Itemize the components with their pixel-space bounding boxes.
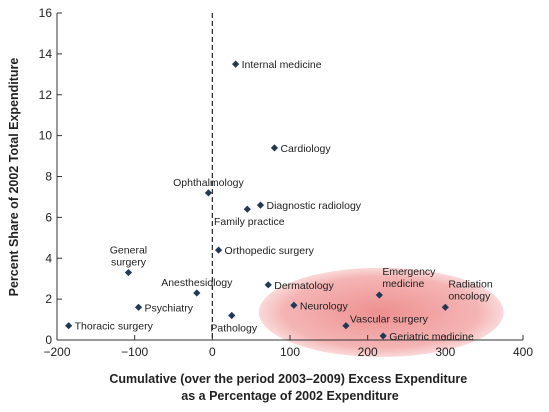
point-label: Thoracic surgery — [75, 321, 154, 333]
point-label-line: Psychiatry — [145, 302, 194, 314]
point-label-line: Internal medicine — [242, 59, 322, 71]
point-label: Emergency medicine — [382, 266, 436, 290]
point-label: General surgery — [110, 245, 147, 269]
y-axis-title: Percent Share of 2002 Total Expenditure — [7, 58, 21, 297]
point-label: Family practice — [214, 216, 285, 228]
point-label-line: Vascular surgery — [350, 314, 429, 326]
x-tick-label: 100 — [280, 345, 300, 359]
point-label: Ophthalmology — [173, 177, 244, 189]
point-label-line: Geriatric medicine — [389, 331, 474, 343]
y-tick-label: 6 — [45, 210, 52, 224]
point-label: Vascular surgery — [350, 314, 429, 326]
data-point — [232, 60, 240, 68]
point-label-line: Ophthalmology — [173, 177, 244, 189]
data-point — [65, 322, 73, 330]
point-label: Dermatology — [274, 280, 334, 292]
data-point — [124, 268, 133, 277]
point-label: Pathology — [210, 322, 257, 334]
point-label: Psychiatry — [145, 302, 194, 314]
data-point — [441, 303, 449, 311]
x-axis-title-line-2: as a Percentage of 2002 Expenditure — [181, 389, 399, 403]
x-tick-label: 200 — [358, 345, 378, 359]
y-tick-label: 4 — [45, 251, 52, 265]
point-label: Neurology — [300, 300, 349, 312]
y-tick-label: 10 — [39, 129, 53, 143]
data-point — [256, 201, 265, 209]
data-point — [342, 322, 350, 330]
data-point — [228, 311, 236, 320]
x-tick-label: −200 — [43, 345, 70, 359]
data-point — [214, 246, 223, 254]
x-axis-title: Cumulative (over the period 2003–2009) E… — [109, 372, 470, 403]
x-tick-label: 300 — [435, 345, 455, 359]
point-label-line: Dermatology — [274, 280, 334, 292]
point-label: Internal medicine — [242, 59, 322, 71]
point-label-line: Pathology — [210, 322, 257, 334]
point-label-line: General — [110, 245, 147, 257]
point-label-line: Cardiology — [280, 143, 331, 155]
point-label-line: Emergency — [382, 266, 436, 278]
point-label-line: Radiation — [448, 278, 493, 290]
point-label: Orthopedic surgery — [225, 245, 315, 257]
y-tick-label: 2 — [45, 292, 52, 306]
data-point — [375, 291, 383, 299]
data-point — [243, 205, 251, 213]
data-point — [290, 301, 298, 309]
x-tick-label: −100 — [121, 345, 148, 359]
point-label: Anesthesiology — [161, 277, 233, 289]
x-tick-label: 400 — [513, 345, 533, 359]
y-tick-label: 8 — [45, 170, 52, 184]
data-point — [134, 303, 143, 311]
y-tick-label: 16 — [39, 6, 53, 20]
point-label-line: Family practice — [214, 216, 285, 228]
x-tick-label: 0 — [209, 345, 216, 359]
point-label: Radiation oncology — [448, 278, 493, 302]
data-point — [270, 144, 279, 152]
point-label: Cardiology — [280, 143, 331, 155]
point-label-line: Thoracic surgery — [75, 321, 154, 333]
y-tick-label: 14 — [39, 47, 53, 61]
highlight-ellipse — [258, 267, 504, 357]
data-point — [193, 289, 201, 297]
point-label: Diagnostic radiology — [266, 200, 361, 212]
y-tick-label: 12 — [39, 88, 53, 102]
point-label: Geriatric medicine — [389, 331, 474, 343]
point-label-line: surgery — [111, 257, 147, 269]
point-label-line: Neurology — [300, 300, 349, 312]
point-label-line: Diagnostic radiology — [266, 200, 361, 212]
x-axis-title-line-1: Cumulative (over the period 2003–2009) E… — [109, 372, 467, 386]
point-label-line: medicine — [382, 278, 424, 290]
y-tick-label: 0 — [45, 333, 52, 347]
data-point — [264, 281, 272, 289]
data-point — [204, 189, 213, 197]
point-label-line: oncology — [448, 290, 491, 302]
point-label-line: Orthopedic surgery — [225, 245, 315, 257]
point-label-line: Anesthesiology — [161, 277, 233, 289]
data-point — [379, 332, 387, 340]
